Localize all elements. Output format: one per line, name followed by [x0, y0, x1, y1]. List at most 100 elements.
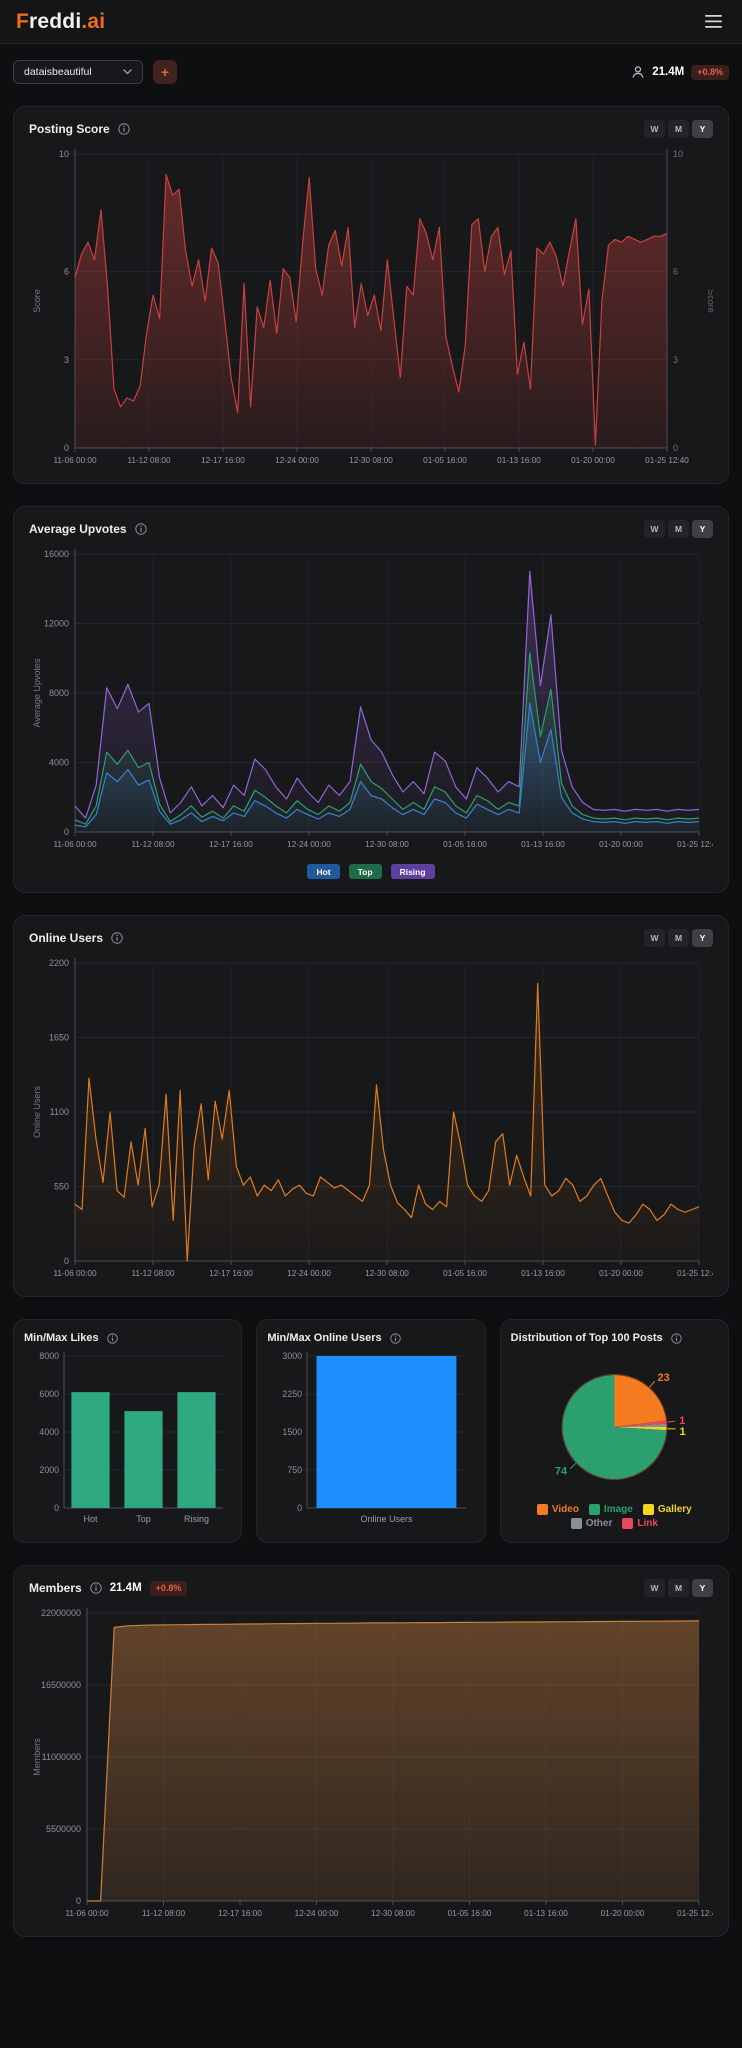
info-icon[interactable] [134, 523, 147, 535]
svg-text:2200: 2200 [49, 958, 69, 968]
card-title: Members [29, 1581, 82, 1595]
svg-text:10: 10 [673, 149, 683, 159]
svg-text:6000: 6000 [39, 1389, 59, 1399]
add-community-button[interactable]: + [153, 60, 177, 84]
hamburger-icon [705, 15, 722, 28]
svg-text:Online Users: Online Users [32, 1085, 42, 1138]
range-year-button[interactable]: Y [692, 520, 713, 538]
svg-text:01-25 12:40: 01-25 12:40 [677, 1269, 713, 1278]
members-change-badge: +0.8% [149, 1580, 188, 1596]
community-select[interactable]: dataisbeautiful [13, 60, 143, 84]
info-icon[interactable] [670, 1332, 682, 1344]
svg-text:0: 0 [64, 1256, 69, 1266]
range-month-button[interactable]: M [668, 1579, 689, 1597]
info-icon[interactable] [111, 932, 123, 944]
svg-text:01-20 00:00: 01-20 00:00 [599, 840, 643, 849]
svg-text:2250: 2250 [283, 1389, 303, 1399]
svg-text:01-05 16:00: 01-05 16:00 [443, 1269, 487, 1278]
person-icon [631, 65, 645, 79]
range-month-button[interactable]: M [668, 929, 689, 947]
members-count: 21.4M [652, 66, 685, 78]
info-icon[interactable] [106, 1332, 118, 1344]
svg-text:750: 750 [288, 1465, 303, 1475]
svg-text:6: 6 [64, 267, 69, 277]
range-buttons: W M Y [644, 120, 713, 138]
svg-text:01-13 16:00: 01-13 16:00 [521, 840, 565, 849]
card-title: Average Upvotes [29, 522, 127, 536]
range-month-button[interactable]: M [668, 520, 689, 538]
community-select-value: dataisbeautiful [24, 66, 92, 78]
svg-text:16000: 16000 [44, 549, 69, 559]
svg-text:23: 23 [657, 1372, 669, 1384]
svg-text:11-12 08:00: 11-12 08:00 [131, 1269, 175, 1278]
svg-text:1500: 1500 [283, 1427, 303, 1437]
svg-text:2000: 2000 [39, 1465, 59, 1475]
legend-pill-rising[interactable]: Rising [390, 864, 435, 879]
range-year-button[interactable]: Y [692, 1579, 713, 1597]
svg-text:3: 3 [64, 355, 69, 365]
svg-text:8000: 8000 [39, 1351, 59, 1361]
svg-text:0: 0 [64, 827, 69, 837]
card-minmax-online-users: Min/Max Online Users 0 750 1500 2250 3000 Onl… [256, 1319, 486, 1543]
members-chart: 0 5500000 11000000 16500000 22000000 11-06 00… [29, 1601, 721, 1923]
legend-pill-hot[interactable]: Hot [307, 864, 340, 879]
svg-text:01-13 16:00: 01-13 16:00 [521, 1269, 565, 1278]
small-cards-row: Min/Max Likes 0 2000 4000 6000 8000 Hot Top Ris… [13, 1319, 729, 1543]
range-year-button[interactable]: Y [692, 929, 713, 947]
svg-text:0: 0 [54, 1503, 59, 1513]
svg-text:1: 1 [679, 1415, 685, 1427]
svg-text:Score: Score [706, 289, 713, 313]
range-week-button[interactable]: W [644, 520, 665, 538]
svg-text:01-05 16:00: 01-05 16:00 [423, 456, 467, 465]
minmax-online-users-chart: 0 750 1500 2250 3000 Online Users [267, 1348, 474, 1530]
svg-text:12-17 16:00: 12-17 16:00 [218, 1909, 262, 1918]
range-year-button[interactable]: Y [692, 120, 713, 138]
svg-text:Rising: Rising [184, 1514, 209, 1524]
svg-text:11-12 08:00: 11-12 08:00 [142, 1909, 186, 1918]
range-week-button[interactable]: W [644, 1579, 665, 1597]
pie-legend-item-video[interactable]: Video [536, 1504, 579, 1515]
info-icon[interactable] [89, 1582, 102, 1594]
range-week-button[interactable]: W [644, 120, 665, 138]
average-upvotes-chart: 0 4000 8000 12000 16000 11-06 00:00 11-12 08:0… [29, 542, 721, 854]
svg-text:11-06 00:00: 11-06 00:00 [53, 456, 97, 465]
pie-legend-item-gallery[interactable]: Gallery [642, 1504, 692, 1515]
card-average-upvotes: Average Upvotes W M Y 0 4000 8000 12000 1600… [13, 506, 729, 893]
top100-pie-chart: 23 1 1 74 [511, 1348, 718, 1500]
card-posting-score: Posting Score W M Y 0 0 3 3 6 6 10 10 11-06 00:0… [13, 106, 729, 484]
svg-text:Average Upvotes: Average Upvotes [32, 658, 42, 727]
pie-legend-item-other[interactable]: Other [570, 1518, 612, 1529]
pie-legend-item-image[interactable]: Image [588, 1504, 633, 1515]
menu-button[interactable] [701, 11, 726, 32]
svg-text:11-12 08:00: 11-12 08:00 [131, 840, 175, 849]
svg-text:0: 0 [673, 443, 678, 453]
svg-text:01-13 16:00: 01-13 16:00 [497, 456, 541, 465]
svg-text:12-30 08:00: 12-30 08:00 [365, 1269, 409, 1278]
svg-text:Members: Members [32, 1738, 42, 1776]
svg-text:12000: 12000 [44, 619, 69, 629]
legend-swatch [536, 1504, 548, 1515]
pie-legend-item-link[interactable]: Link [622, 1518, 658, 1529]
svg-text:1: 1 [679, 1426, 685, 1438]
svg-text:5500000: 5500000 [46, 1824, 81, 1834]
app-logo: Freddi.ai [16, 10, 105, 34]
svg-text:4000: 4000 [39, 1427, 59, 1437]
range-month-button[interactable]: M [668, 120, 689, 138]
info-icon[interactable] [389, 1332, 401, 1344]
svg-text:01-05 16:00: 01-05 16:00 [443, 840, 487, 849]
card-minmax-likes: Min/Max Likes 0 2000 4000 6000 8000 Hot Top Ris… [13, 1319, 243, 1543]
legend-label: Link [637, 1518, 658, 1529]
svg-text:11-06 00:00: 11-06 00:00 [65, 1909, 109, 1918]
svg-text:8000: 8000 [49, 688, 69, 698]
range-week-button[interactable]: W [644, 929, 665, 947]
legend-label: Video [551, 1504, 579, 1515]
svg-text:01-13 16:00: 01-13 16:00 [524, 1909, 568, 1918]
series-legend: Hot Top Rising [29, 864, 713, 879]
legend-swatch [642, 1504, 654, 1515]
svg-text:12-30 08:00: 12-30 08:00 [349, 456, 393, 465]
legend-pill-top[interactable]: Top [348, 864, 382, 879]
range-buttons: W M Y [644, 520, 713, 538]
svg-text:01-25 12:40: 01-25 12:40 [677, 840, 713, 849]
svg-text:12-30 08:00: 12-30 08:00 [365, 840, 409, 849]
info-icon[interactable] [117, 123, 130, 135]
